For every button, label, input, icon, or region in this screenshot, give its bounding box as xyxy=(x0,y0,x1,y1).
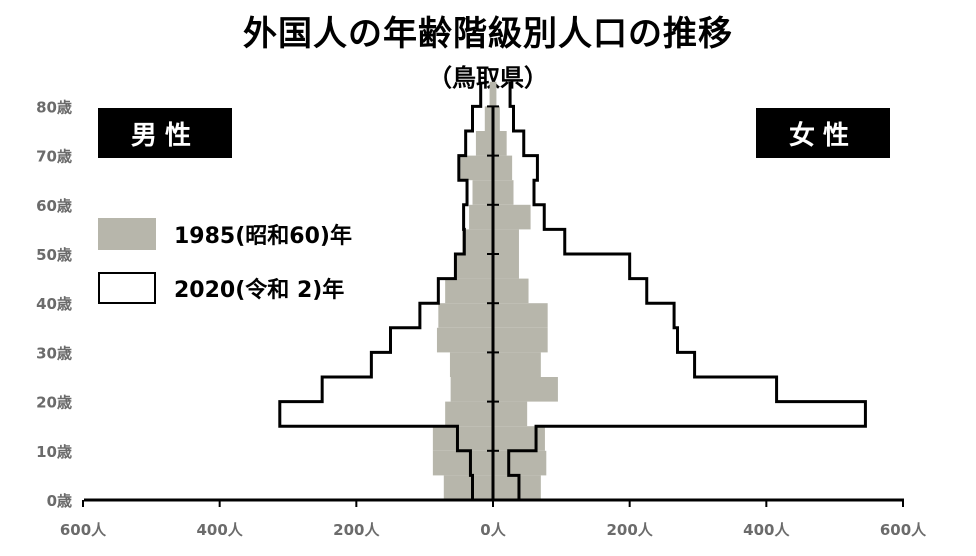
bar-1985-female-70-74 xyxy=(493,131,507,156)
x-tick-label-6: 600人 xyxy=(880,521,927,539)
y-tick-label-80: 80歳 xyxy=(36,98,72,116)
legend-label-2020: 2020(令和 2)年 xyxy=(174,278,345,303)
bar-1985-male-30-34 xyxy=(436,327,493,353)
bar-1985-male-45-49 xyxy=(455,254,493,279)
outline-2020-female xyxy=(507,81,867,500)
bar-1985-female-65-69 xyxy=(493,155,513,181)
legend-item-1985: 1985(昭和60)年 xyxy=(98,218,352,250)
bar-1985-male-40-44 xyxy=(445,278,493,304)
bar-1985-male-0-4 xyxy=(443,475,493,500)
bar-1985-female-45-49 xyxy=(493,254,519,279)
y-tick-label-50: 50歳 xyxy=(36,246,72,264)
bar-1985-female-75-79 xyxy=(493,106,500,131)
y-tick-label-0: 0歳 xyxy=(47,492,72,510)
bar-1985-male-15-19 xyxy=(445,401,493,427)
legend-swatch-1985 xyxy=(98,218,156,250)
bar-1985-male-20-24 xyxy=(450,377,493,402)
bar-1985-male-10-14 xyxy=(432,426,493,451)
bar-1985-female-15-19 xyxy=(493,401,528,427)
x-tick-label-3: 0人 xyxy=(480,521,506,539)
x-tick-label-0: 600人 xyxy=(60,521,107,539)
male-badge: 男性 xyxy=(98,108,232,158)
y-tick-label-60: 60歳 xyxy=(36,197,72,215)
bar-1985-male-55-59 xyxy=(469,204,493,230)
bar-1985-female-25-29 xyxy=(493,352,541,377)
bar-1985-male-60-64 xyxy=(472,180,493,205)
bar-1985-female-5-9 xyxy=(493,450,547,476)
x-tick-label-1: 400人 xyxy=(197,521,244,539)
outline-2020-male xyxy=(278,81,483,500)
legend-label-1985: 1985(昭和60)年 xyxy=(174,224,352,249)
y-tick-label-20: 20歳 xyxy=(36,394,72,412)
bar-1985-male-35-39 xyxy=(438,303,493,328)
bar-1985-male-70-74 xyxy=(475,131,493,156)
bar-1985-male-5-9 xyxy=(432,450,493,476)
bar-1985-female-30-34 xyxy=(493,327,548,353)
x-tick-label-4: 200人 xyxy=(607,521,654,539)
chart-title: 外国人の年齢階級別人口の推移 xyxy=(243,14,733,54)
bar-1985-female-35-39 xyxy=(493,303,548,328)
x-tick-label-5: 400人 xyxy=(743,521,790,539)
female-badge: 女性 xyxy=(756,108,890,158)
bar-1985-male-80-84 xyxy=(489,81,493,107)
x-tick-label-2: 200人 xyxy=(333,521,380,539)
bar-1985-male-50-54 xyxy=(462,229,493,254)
y-tick-label-40: 40歳 xyxy=(36,295,72,313)
bar-1985-male-75-79 xyxy=(484,106,493,131)
y-tick-label-70: 70歳 xyxy=(36,148,72,166)
bar-1985-female-55-59 xyxy=(493,204,531,230)
bar-1985-female-80-84 xyxy=(493,81,497,107)
y-tick-label-10: 10歳 xyxy=(36,443,72,461)
y-tick-label-30: 30歳 xyxy=(36,344,72,362)
chart-subtitle: （鳥取県） xyxy=(428,64,548,92)
bar-1985-female-20-24 xyxy=(493,377,558,402)
bar-1985-female-50-54 xyxy=(493,229,519,254)
legend-item-2020: 2020(令和 2)年 xyxy=(98,272,344,304)
bar-1985-male-25-29 xyxy=(449,352,493,377)
bar-1985-female-0-4 xyxy=(493,475,541,500)
bar-1985-female-40-44 xyxy=(493,278,529,304)
legend-swatch-2020 xyxy=(98,272,156,304)
bar-1985-female-60-64 xyxy=(493,180,514,205)
bar-1985-male-65-69 xyxy=(460,155,493,181)
